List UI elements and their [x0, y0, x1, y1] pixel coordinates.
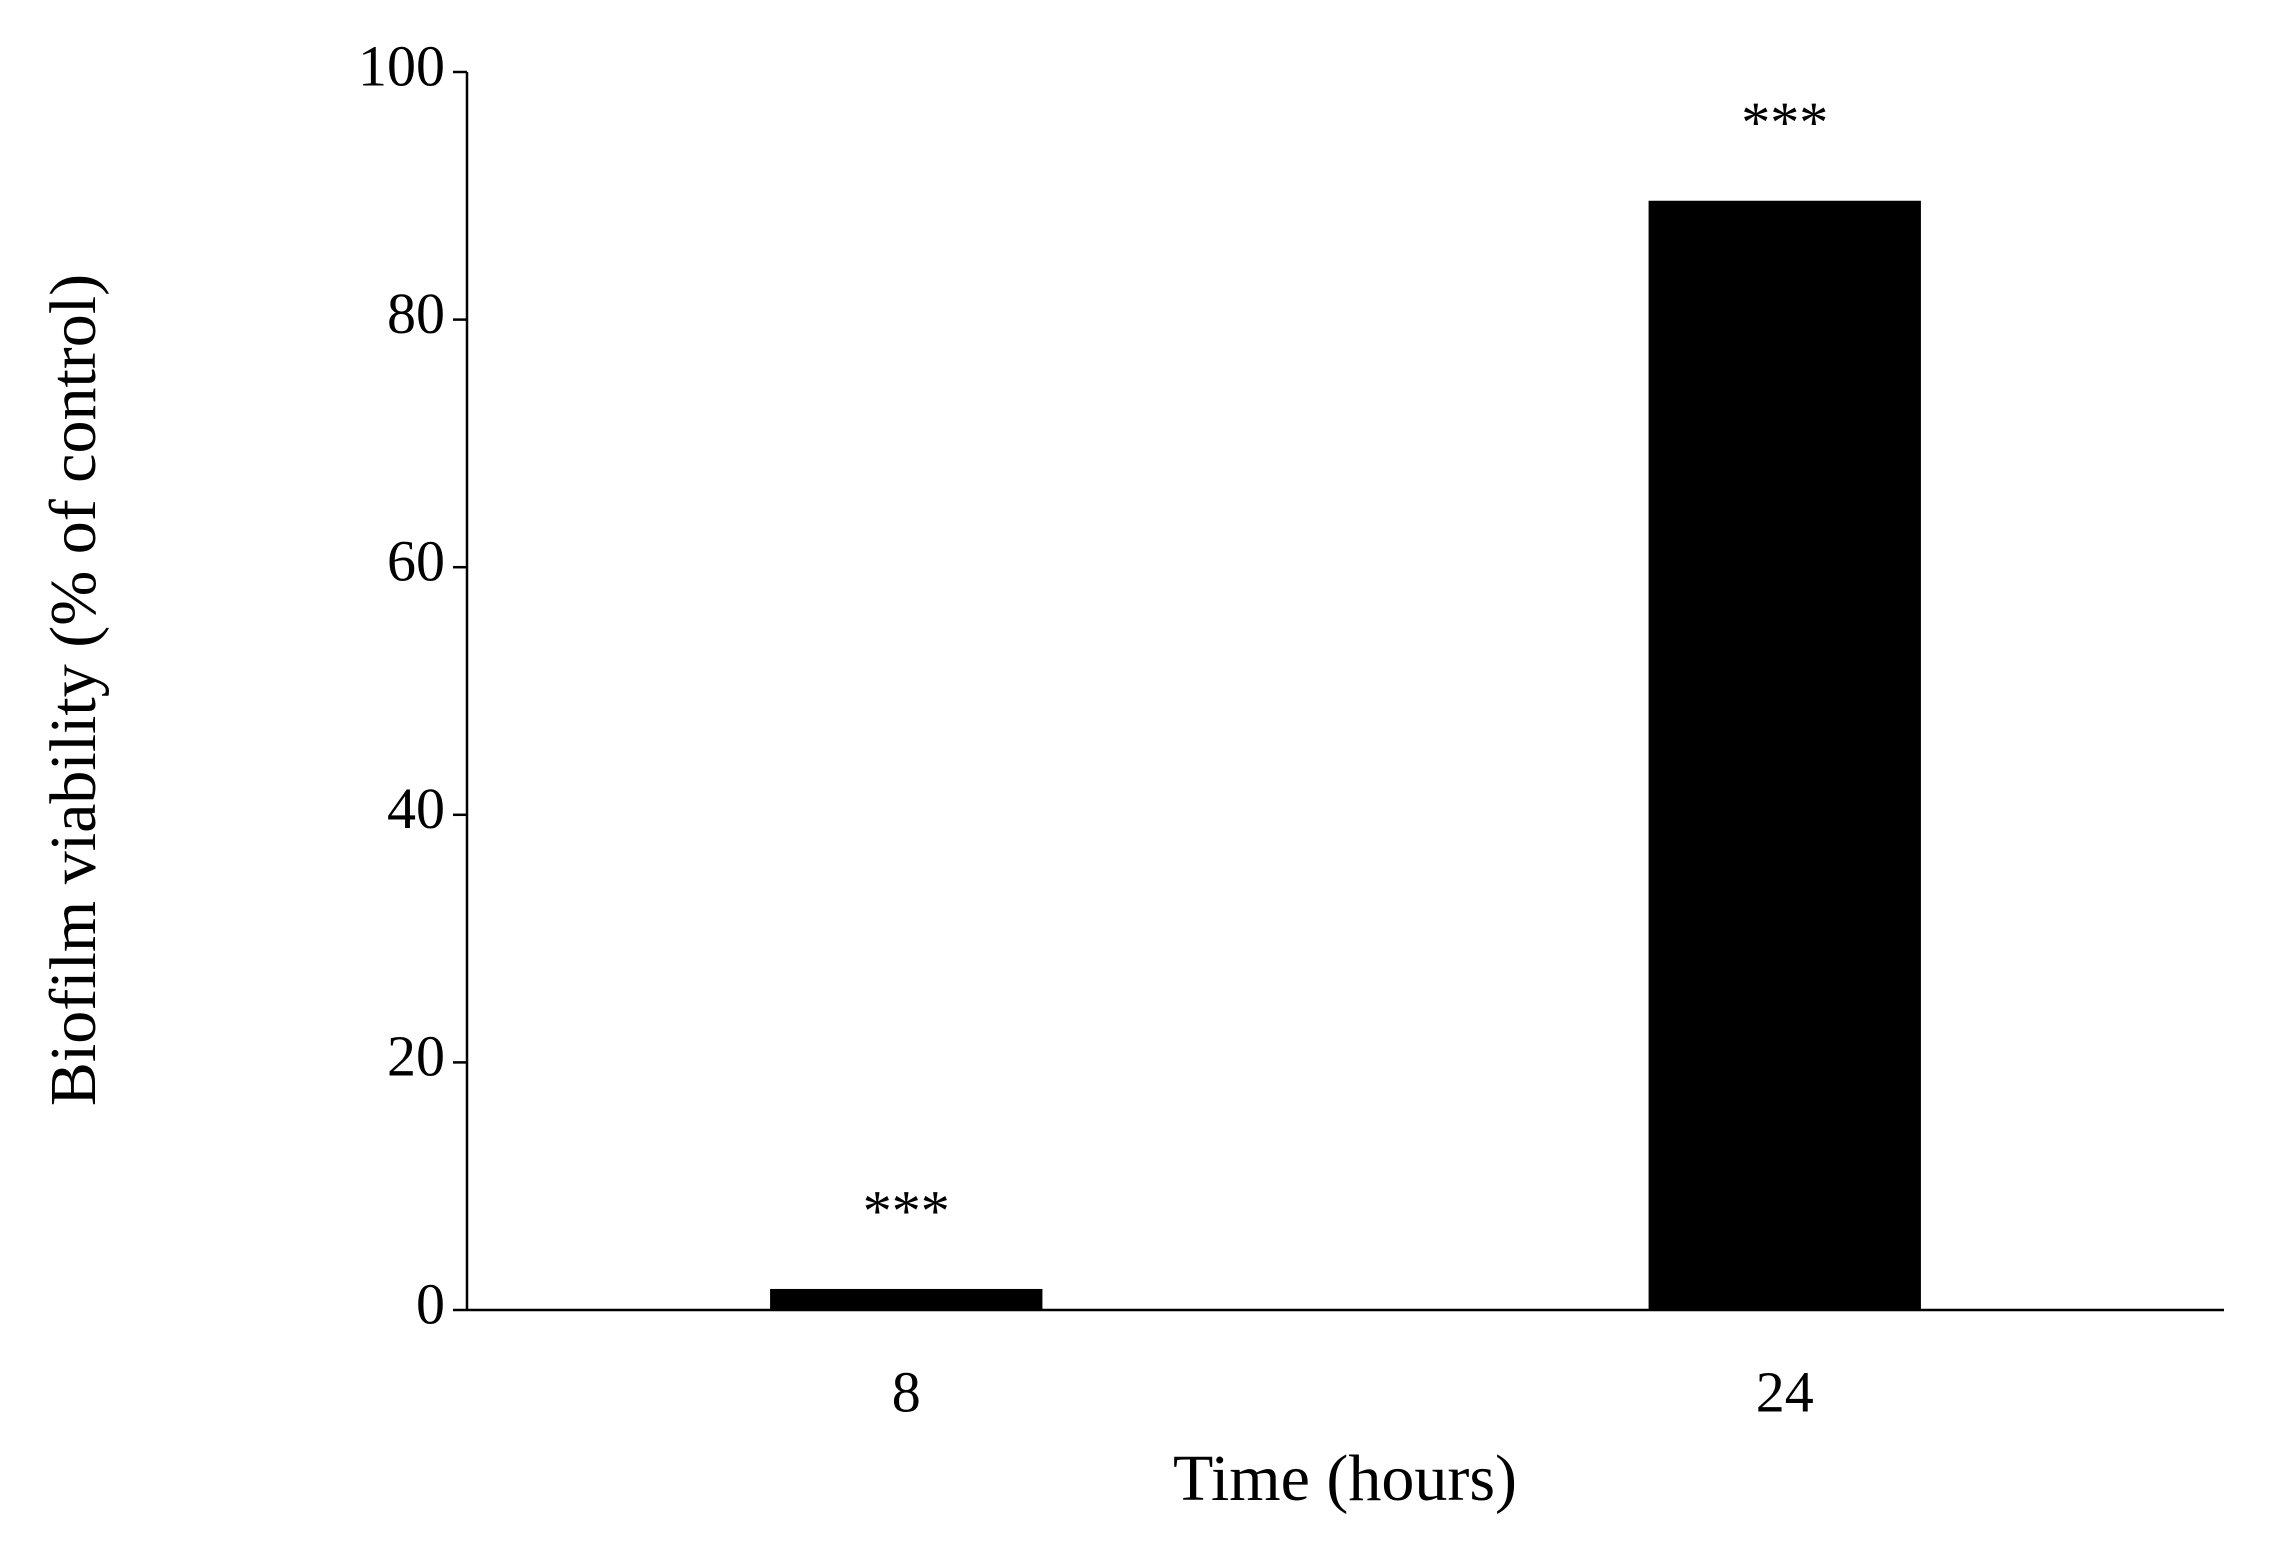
y-tick-label: 20 [387, 1024, 445, 1089]
x-axis-title: Time (hours) [1173, 1442, 1517, 1515]
y-tick-label: 0 [416, 1271, 445, 1336]
bar [770, 1288, 1043, 1310]
x-tick-label: 24 [1756, 1359, 1814, 1424]
y-tick-label: 60 [387, 529, 445, 594]
significance-label: *** [1741, 90, 1828, 155]
significance-label: *** [863, 1178, 950, 1243]
y-tick-label: 80 [387, 281, 445, 346]
bar [1648, 200, 1921, 1311]
x-tick-label: 8 [892, 1359, 921, 1424]
y-tick-label: 40 [387, 776, 445, 841]
y-tick-label: 100 [358, 33, 445, 98]
y-axis-title: Biofilm viability (% of control) [37, 274, 110, 1106]
